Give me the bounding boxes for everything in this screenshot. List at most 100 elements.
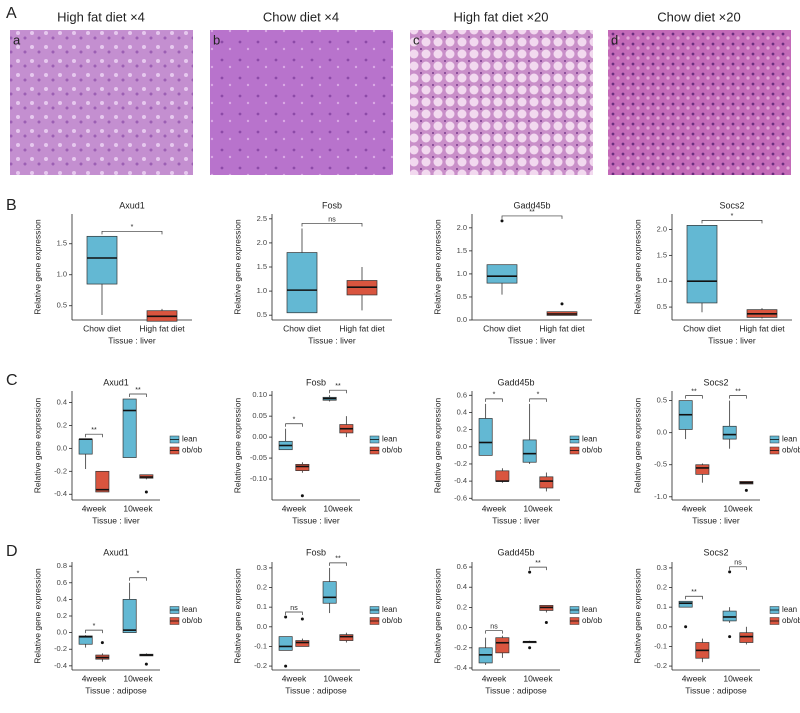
outlier: [300, 494, 304, 498]
significance-bracket: [529, 566, 547, 571]
y-tick-label: 2.0: [457, 223, 467, 232]
legend-label: lean: [782, 605, 797, 614]
box: [122, 599, 137, 633]
y-tick-label: 0.2: [57, 420, 67, 429]
legend-label: lean: [582, 605, 597, 614]
y-axis-label: Relative gene expression: [432, 568, 442, 664]
box: [522, 439, 537, 463]
x-axis-label: Tissue : adipose: [485, 685, 547, 695]
outlier: [544, 621, 548, 625]
significance-label: **: [691, 388, 697, 395]
y-tick-label: 0.0: [457, 315, 467, 324]
y-tick-label: -0.4: [54, 489, 67, 498]
y-tick-label: 1.5: [57, 239, 67, 248]
box-plot: Socs2 Relative gene expression -0.2 -0.1 0.0…: [632, 547, 800, 695]
panel-label: B: [6, 197, 17, 214]
legend-label: lean: [182, 605, 197, 614]
x-tick-label: 10week: [123, 503, 153, 513]
outlier: [284, 615, 288, 619]
x-tick-label: Chow diet: [83, 323, 121, 333]
significance-bracket: [329, 562, 347, 566]
x-axis-label: Tissue : liver: [692, 515, 740, 525]
y-tick-label: -0.1: [654, 641, 667, 650]
y-tick-label: 0.3: [657, 563, 667, 572]
y-axis-label: Relative gene expression: [32, 568, 42, 664]
y-tick-label: 1.0: [257, 286, 267, 295]
y-tick-label: 0.3: [257, 563, 267, 572]
y-tick-label: 0.2: [657, 583, 667, 592]
box: [695, 464, 710, 475]
significance-label: ns: [328, 216, 336, 223]
y-axis-label: Relative gene expression: [632, 219, 642, 315]
box: [686, 225, 718, 304]
significance-label: **: [91, 427, 97, 434]
y-tick-label: 2.5: [257, 214, 267, 223]
chart-title: Axud1: [119, 200, 145, 210]
significance-label: ns: [290, 605, 298, 612]
histology-image: [10, 30, 193, 175]
legend-label: lean: [182, 435, 197, 444]
significance-label: *: [131, 224, 134, 231]
x-tick-label: High fat diet: [739, 323, 785, 333]
legend-label: ob/ob: [182, 616, 203, 625]
x-axis-label: Tissue : adipose: [285, 685, 347, 695]
box: [78, 438, 93, 455]
x-tick-label: 4week: [282, 673, 307, 683]
y-axis-label: Relative gene expression: [232, 568, 242, 664]
panel-label: D: [6, 543, 18, 560]
x-tick-label: High fat diet: [539, 323, 585, 333]
y-axis-label: Relative gene expression: [432, 219, 442, 315]
box: [278, 636, 293, 651]
image-title: High fat diet ×20: [453, 9, 548, 24]
significance-bracket: [729, 566, 747, 570]
y-tick-label: 1.5: [457, 246, 467, 255]
image-title: Chow diet ×20: [657, 9, 740, 24]
y-tick-label: 0.2: [257, 583, 267, 592]
significance-bracket: [285, 423, 303, 427]
y-tick-label: 0.2: [457, 602, 467, 611]
y-tick-label: -0.6: [454, 493, 467, 502]
y-tick-label: 0.6: [457, 390, 467, 399]
y-tick-label: -1.0: [654, 492, 667, 501]
significance-bracket: [129, 577, 147, 581]
box: [495, 470, 510, 482]
y-tick-label: 0.6: [457, 562, 467, 571]
panel-label: C: [6, 372, 18, 389]
significance-label: **: [735, 388, 741, 395]
y-tick-label: 0.0: [657, 428, 667, 437]
significance-label: **: [529, 209, 535, 216]
y-axis-label: Relative gene expression: [232, 398, 242, 494]
y-tick-label: 1.0: [57, 270, 67, 279]
chart-title: Fosb: [306, 377, 326, 387]
x-tick-label: 4week: [82, 503, 107, 513]
significance-label: **: [135, 387, 141, 394]
significance-bracket: [685, 595, 703, 600]
x-tick-label: Chow diet: [483, 323, 521, 333]
outlier: [144, 490, 148, 494]
y-tick-label: 0.0: [257, 622, 267, 631]
chart-title: Fosb: [306, 547, 326, 557]
x-tick-label: 4week: [482, 503, 507, 513]
y-tick-label: 2.0: [657, 224, 667, 233]
y-tick-label: 0.0: [457, 623, 467, 632]
x-tick-label: 10week: [123, 673, 153, 683]
outlier: [144, 662, 148, 666]
box-plot: Socs2 Relative gene expression -1.0 -0.5 0.0…: [632, 377, 800, 525]
image-letter: c: [413, 32, 420, 47]
y-tick-label: 0.2: [57, 611, 67, 620]
y-tick-label: 0.10: [252, 390, 267, 399]
y-axis-label: Relative gene expression: [32, 219, 42, 315]
image-title: Chow diet ×4: [263, 9, 339, 24]
y-tick-label: -0.2: [54, 644, 67, 653]
image-title: High fat diet ×4: [57, 9, 145, 24]
outlier: [300, 617, 304, 621]
x-tick-label: High fat diet: [139, 323, 185, 333]
y-tick-label: 0.5: [457, 292, 467, 301]
y-tick-label: 0.4: [57, 594, 67, 603]
significance-label: **: [335, 383, 341, 390]
x-tick-label: 10week: [723, 503, 753, 513]
x-tick-label: High fat diet: [339, 323, 385, 333]
panel-label: A: [6, 5, 17, 22]
significance-bracket: [329, 389, 347, 394]
chart-title: Axud1: [103, 547, 129, 557]
